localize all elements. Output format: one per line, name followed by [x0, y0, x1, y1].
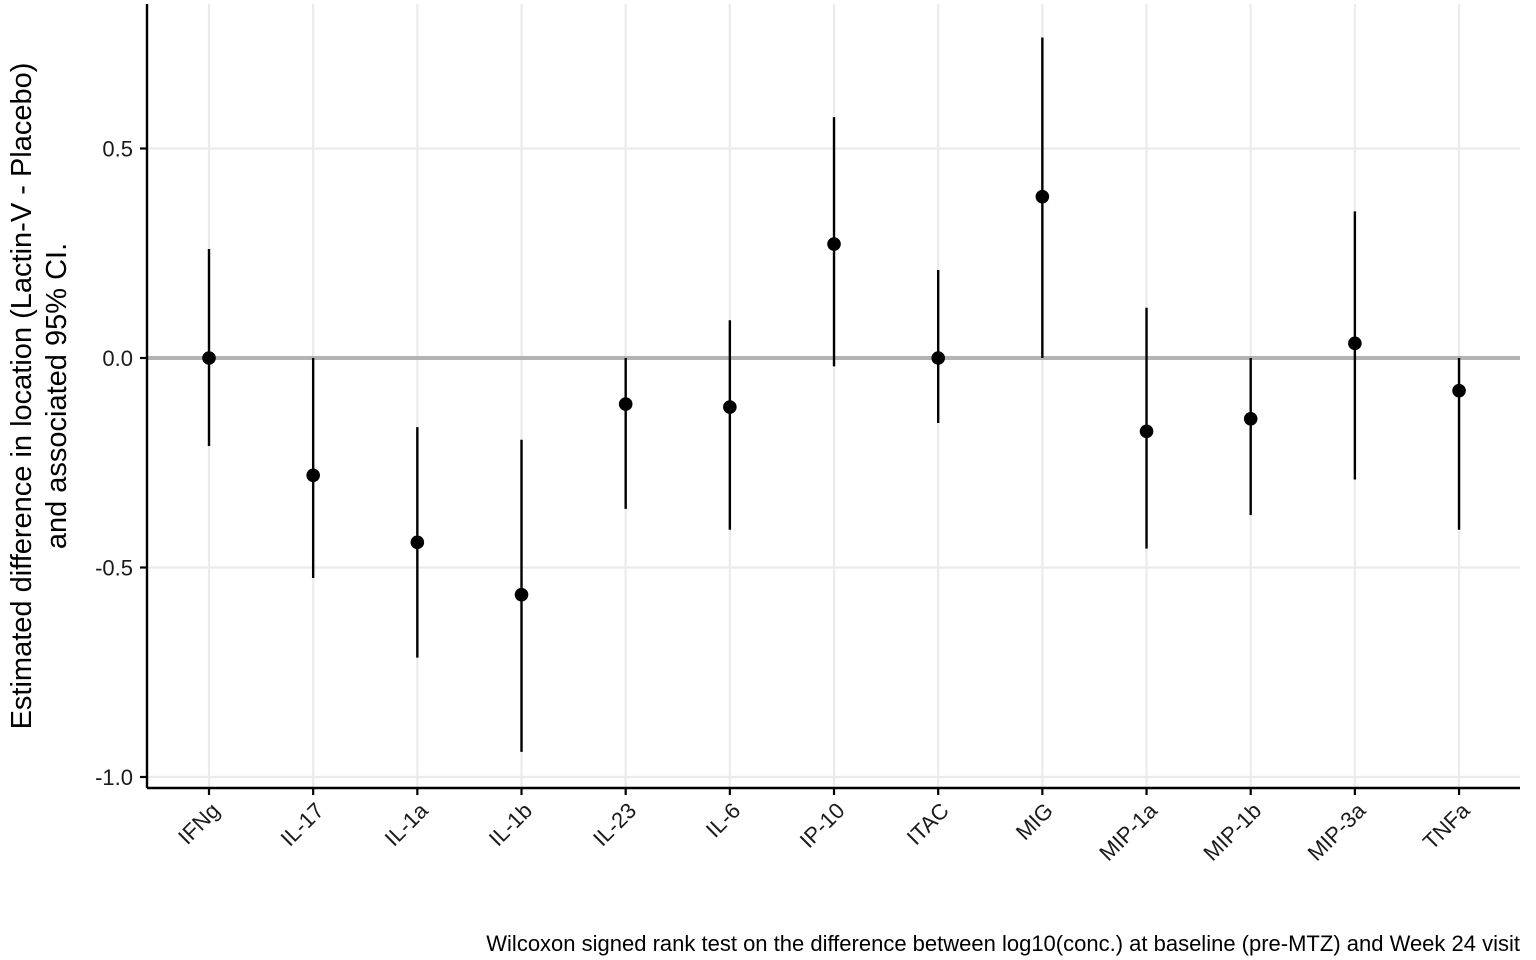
y-axis-ticks: -1.0 -0.5 0.0 0.5	[95, 137, 147, 790]
data-point	[1243, 411, 1258, 426]
y-axis-title-line1: Estimated difference in location (Lactin…	[6, 63, 38, 730]
data-point	[1139, 424, 1154, 439]
x-tick-label: MIP-3a	[1303, 797, 1371, 865]
data-point	[202, 351, 216, 365]
x-axis-ticks: IFNg IL-17 IL-1a IL-1b IL-23 IL-6 IP-10 ITAC MIG…	[173, 788, 1475, 866]
x-tick-label: IL-6	[701, 798, 745, 842]
data-point	[827, 237, 841, 251]
data-point	[1035, 189, 1050, 204]
x-tick-label: MIG	[1011, 798, 1058, 845]
data-point	[1348, 336, 1362, 351]
y-tick-label: -0.5	[95, 556, 133, 581]
x-tick-label: IL-23	[588, 798, 641, 851]
x-tick-label: TNFa	[1418, 797, 1475, 854]
data-point	[931, 351, 945, 365]
chart-caption: Wilcoxon signed rank test on the differe…	[486, 931, 1520, 956]
y-tick-label: -1.0	[95, 765, 133, 790]
x-tick-label: MIP-1b	[1198, 798, 1266, 866]
data-point	[723, 400, 737, 414]
data-point	[306, 468, 320, 483]
data-point	[514, 587, 529, 602]
data-points	[202, 189, 1466, 602]
y-tick-label: 0.5	[102, 137, 133, 162]
x-tick-label: IFNg	[173, 798, 224, 849]
y-tick-label: 0.0	[102, 346, 133, 371]
data-point	[1452, 383, 1466, 398]
x-tick-label: IL-17	[276, 798, 329, 851]
x-tick-label: IL-1a	[380, 797, 434, 851]
x-tick-label: MIP-1a	[1094, 797, 1162, 865]
y-axis-title-line2: and associated 95% CI.	[41, 243, 73, 549]
x-tick-label: IP-10	[795, 798, 850, 853]
x-tick-label: ITAC	[902, 798, 954, 850]
x-tick-label: IL-1b	[484, 798, 537, 851]
data-point	[618, 397, 633, 411]
data-point	[410, 535, 425, 550]
